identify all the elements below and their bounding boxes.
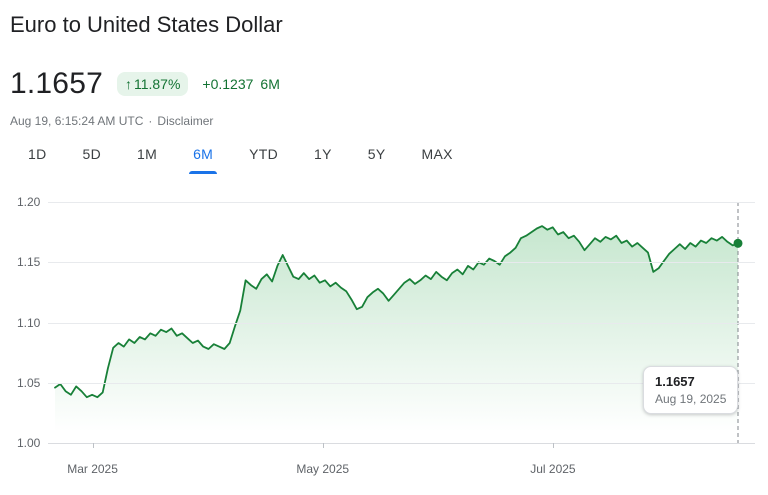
tab-max[interactable]: MAX [404,140,471,174]
tab-label: 5Y [367,146,386,162]
price-chart[interactable]: 1.1657 Aug 19, 2025 1.20 1.15 1.10 1.05 1.00… [0,190,768,495]
y-axis-label: 1.00 [17,436,41,450]
tab-1d[interactable]: 1D [10,140,65,174]
tab-6m[interactable]: 6M [175,140,231,174]
gridline-1.05 [48,382,755,384]
tab-label: 1Y [314,146,332,162]
gridline-1.00 [48,443,755,444]
tab-ytd[interactable]: YTD [231,140,296,174]
tooltip-date: Aug 19, 2025 [655,392,727,406]
change-percent: 11.87% [133,76,181,92]
change-absolute: +0.1237 6M [202,76,279,92]
tab-1y[interactable]: 1Y [296,140,350,174]
gridline-1.20 [48,202,755,203]
chart-tooltip: 1.1657 Aug 19, 2025 [643,366,739,414]
page-title: Euro to United States Dollar [10,12,283,37]
x-axis-label: Jul 2025 [530,462,576,476]
x-axis-tick [92,443,94,448]
dot-separator: · [148,114,153,128]
line-chart-canvas [54,202,743,443]
y-axis-label: 1.15 [17,255,41,270]
x-axis-label: Mar 2025 [67,462,118,476]
x-axis-tick [552,443,554,448]
disclaimer-link[interactable]: Disclaimer [157,114,214,128]
area-fill [55,226,738,443]
change-period: 6M [260,76,280,92]
x-axis-tick [322,443,324,448]
change-value: +0.1237 [202,76,254,92]
tab-label: 6M [193,146,214,162]
gridline-1.15 [48,262,755,264]
timestamp: Aug 19, 6:15:24 AM UTC [10,114,144,128]
current-price: 1.1657 [10,67,103,100]
tab-label: 5D [82,146,101,162]
price-line [54,225,739,399]
y-axis-label: 1.05 [17,375,41,390]
active-tab-underline [189,171,218,174]
gridline-1.10 [48,322,755,324]
tooltip-price: 1.1657 [655,374,695,389]
y-axis-label: 1.10 [17,315,41,330]
tab-label: MAX [421,146,453,162]
last-price-dot [733,238,743,248]
tab-5d[interactable]: 5D [65,140,120,174]
tab-1m[interactable]: 1M [119,140,175,174]
tab-label: 1D [28,146,47,162]
change-percent-badge: ↑ 11.87% [116,72,189,96]
x-axis-label: May 2025 [296,462,350,476]
y-axis-label: 1.20 [17,195,41,209]
tab-label: 1M [137,146,158,162]
timestamp-row: Aug 19, 6:15:24 AM UTC · Disclaimer [10,114,768,128]
quote-header: Euro to United States Dollar 1.1657 ↑ 11… [0,0,768,174]
price-row: 1.1657 ↑ 11.87% +0.1237 6M [10,66,768,102]
tab-label: YTD [249,146,279,162]
tab-5y[interactable]: 5Y [350,140,404,174]
time-range-tabs: 1D 5D 1M 6M YTD 1Y 5Y MAX [10,140,768,174]
arrow-up-icon: ↑ [124,76,132,92]
